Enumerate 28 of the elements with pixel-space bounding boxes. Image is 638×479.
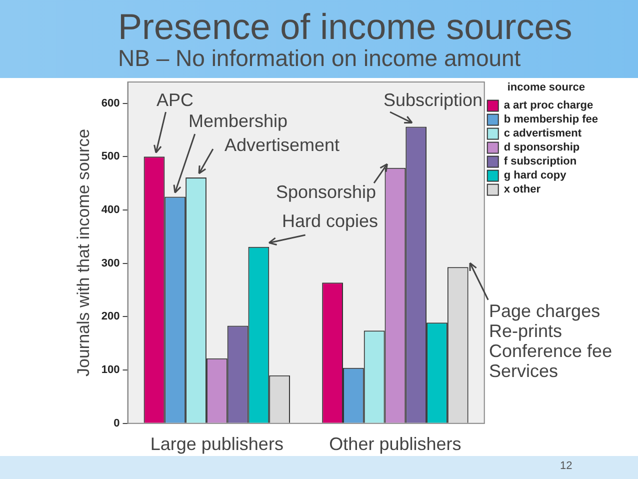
y-tick-label: 100: [101, 364, 120, 376]
y-tick-label: 500: [101, 150, 120, 163]
y-tick-label: 200: [101, 310, 120, 323]
text: Page charges Re-prints Conference fee Services: [489, 300, 612, 381]
annotation: APC: [156, 90, 194, 110]
chart-title: Presence of income sources: [118, 6, 572, 48]
annotation: Advertisement: [224, 134, 340, 155]
x-tick-label: Large publishers: [150, 434, 284, 454]
y-tick-label: 0: [114, 417, 120, 430]
legend-title: income source: [507, 82, 585, 94]
legend-label: d sponsorship: [504, 142, 580, 154]
y-tick-label: 300: [101, 257, 120, 270]
legend-label: b membership fee: [504, 114, 598, 126]
annotation: Sponsorship: [276, 182, 376, 202]
y-tick-label: 600: [101, 97, 120, 110]
annotation: Hard copies: [282, 210, 378, 231]
annotation: Membership: [188, 110, 288, 131]
annotation: Subscription: [383, 90, 483, 110]
legend-label: c advertisment: [504, 128, 582, 140]
legend-label: a art proc charge: [504, 100, 594, 112]
y-tick-label: 400: [101, 204, 120, 216]
x-tick-label: Other publishers: [329, 434, 462, 454]
chart-subtitle: NB – No information on income amount: [118, 45, 521, 72]
legend-label: g hard copy: [504, 170, 568, 182]
text: 12: [560, 460, 572, 472]
legend-label: f subscription: [504, 156, 577, 168]
legend-label: x other: [504, 184, 542, 196]
y-axis-title: Journals with that income source: [74, 128, 93, 376]
